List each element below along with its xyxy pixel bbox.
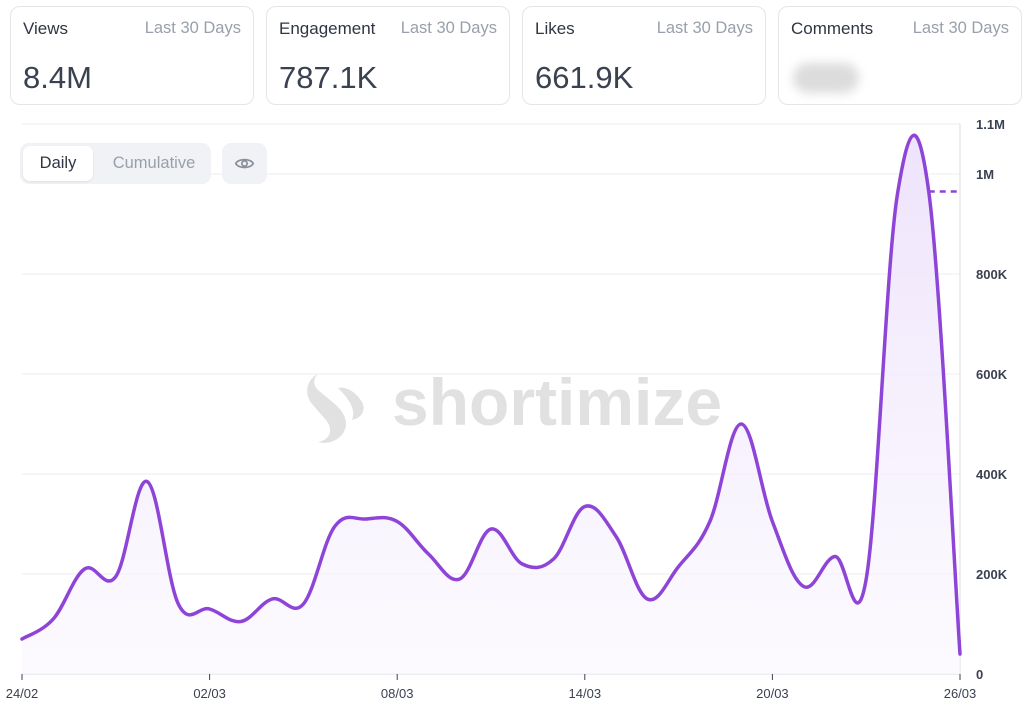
view-toggle: Daily Cumulative	[20, 143, 211, 184]
data-point	[893, 190, 901, 198]
data-point	[925, 188, 933, 196]
visibility-button[interactable]	[222, 143, 267, 184]
x-tick-label: 24/02	[6, 686, 39, 701]
x-tick-label: 08/03	[381, 686, 414, 701]
data-point	[331, 523, 339, 531]
area-fill	[22, 135, 960, 674]
shortimize-logo-icon	[307, 374, 364, 443]
y-tick-label: 0	[976, 667, 983, 682]
data-point	[456, 575, 464, 583]
y-tick-label: 1M	[976, 167, 994, 182]
card-label: Likes	[535, 19, 575, 38]
watermark: shortimize	[307, 365, 722, 443]
y-tick-label: 200K	[976, 567, 1008, 582]
data-point	[487, 525, 495, 533]
data-point	[800, 583, 808, 591]
data-point	[237, 618, 245, 626]
data-point	[268, 595, 276, 603]
x-tick-label: 20/03	[756, 686, 789, 701]
y-axis: 0 200K 400K 600K 800K 1M 1.1M	[976, 117, 1008, 682]
x-axis: 24/02 02/03 08/03 14/03 20/03 26/03	[6, 674, 977, 701]
data-point	[49, 615, 57, 623]
card-range: Last 30 Days	[656, 19, 753, 37]
data-point	[362, 515, 370, 523]
data-point	[18, 635, 26, 643]
data-point	[299, 600, 307, 608]
card-label: Comments	[791, 19, 874, 38]
watermark-text: shortimize	[392, 365, 722, 439]
x-tick-label: 26/03	[944, 686, 977, 701]
data-point	[643, 595, 651, 603]
card-range: Last 30 Days	[400, 19, 497, 37]
card-value-blurred	[793, 63, 859, 93]
data-point	[581, 503, 589, 511]
data-point	[81, 565, 89, 573]
chart-area	[18, 133, 964, 674]
y-tick-label: 400K	[976, 467, 1008, 482]
card-range: Last 30 Days	[912, 19, 1009, 37]
data-point	[737, 420, 745, 428]
card-comments[interactable]: Comments Last 30 Days	[778, 6, 1022, 105]
data-point	[768, 518, 776, 526]
card-views[interactable]: Views Last 30 Days 8.4M	[10, 6, 254, 105]
eye-icon	[234, 158, 255, 169]
y-tick-label: 1.1M	[976, 117, 1005, 132]
data-point	[143, 478, 151, 486]
series-line	[20, 133, 962, 656]
y-tick-label: 800K	[976, 267, 1008, 282]
x-tick-label: 02/03	[193, 686, 226, 701]
y-tick-label: 600K	[976, 367, 1008, 382]
toggle-daily[interactable]: Daily	[23, 146, 93, 181]
x-tick-label: 14/03	[569, 686, 602, 701]
card-value: 8.4M	[23, 60, 92, 95]
card-engagement[interactable]: Engagement Last 30 Days 787.1K	[266, 6, 510, 105]
data-point	[831, 553, 839, 561]
data-point	[112, 573, 120, 581]
data-point	[393, 518, 401, 526]
data-point	[706, 518, 714, 526]
card-label: Views	[23, 19, 69, 38]
data-point	[612, 533, 620, 541]
data-point	[424, 550, 432, 558]
card-label: Engagement	[279, 19, 376, 38]
card-value: 661.9K	[535, 60, 634, 95]
card-value: 787.1K	[279, 60, 378, 95]
data-point	[550, 555, 558, 563]
data-point	[174, 600, 182, 608]
toggle-cumulative[interactable]: Cumulative	[112, 154, 196, 172]
data-point	[956, 650, 964, 658]
card-likes[interactable]: Likes Last 30 Days 661.9K	[522, 6, 766, 105]
card-range: Last 30 Days	[144, 19, 241, 37]
data-point	[675, 563, 683, 571]
data-point	[518, 560, 526, 568]
data-point	[862, 575, 870, 583]
data-point	[206, 605, 214, 613]
